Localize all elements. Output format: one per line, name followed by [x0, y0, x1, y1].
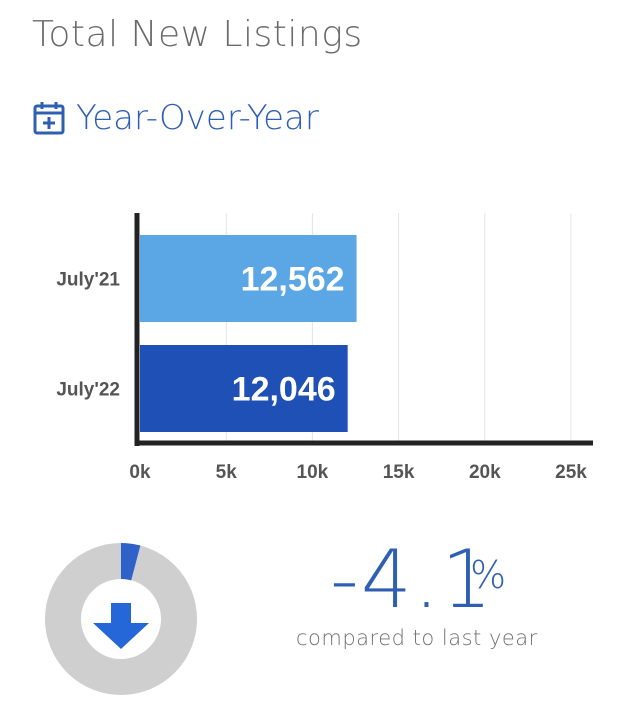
bar-value-label: 12,046 — [232, 371, 336, 409]
bar-value-label: 12,562 — [241, 261, 345, 299]
subtitle-row: Year-Over-Year — [32, 98, 319, 138]
x-tick-label: 10k — [297, 462, 329, 483]
x-tick-label: 25k — [555, 462, 587, 483]
compare-text: compared to last year — [296, 626, 538, 650]
donut-change-slice — [120, 543, 141, 581]
calendar-plus-icon — [33, 102, 65, 135]
change-percent-unit: % — [470, 553, 507, 597]
x-tick-label: 0k — [129, 462, 151, 483]
x-tick-label: 15k — [383, 462, 415, 483]
x-tick-label: 20k — [469, 462, 501, 483]
chart-subtitle: Year-Over-Year — [76, 98, 319, 138]
category-label: July'22 — [56, 380, 120, 401]
change-percent: -4.1 — [330, 533, 495, 626]
x-tick-label: 5k — [216, 462, 238, 483]
arrow-down-icon — [93, 603, 149, 649]
category-label: July'21 — [56, 270, 120, 291]
bar — [140, 345, 348, 432]
bar-chart: 12,562 July'21 12,046 July'22 0k 5k 10k 15k 20k 2… — [56, 213, 593, 483]
bar — [140, 235, 357, 322]
page-title: Total New Listings — [32, 14, 363, 55]
change-donut — [45, 543, 197, 695]
